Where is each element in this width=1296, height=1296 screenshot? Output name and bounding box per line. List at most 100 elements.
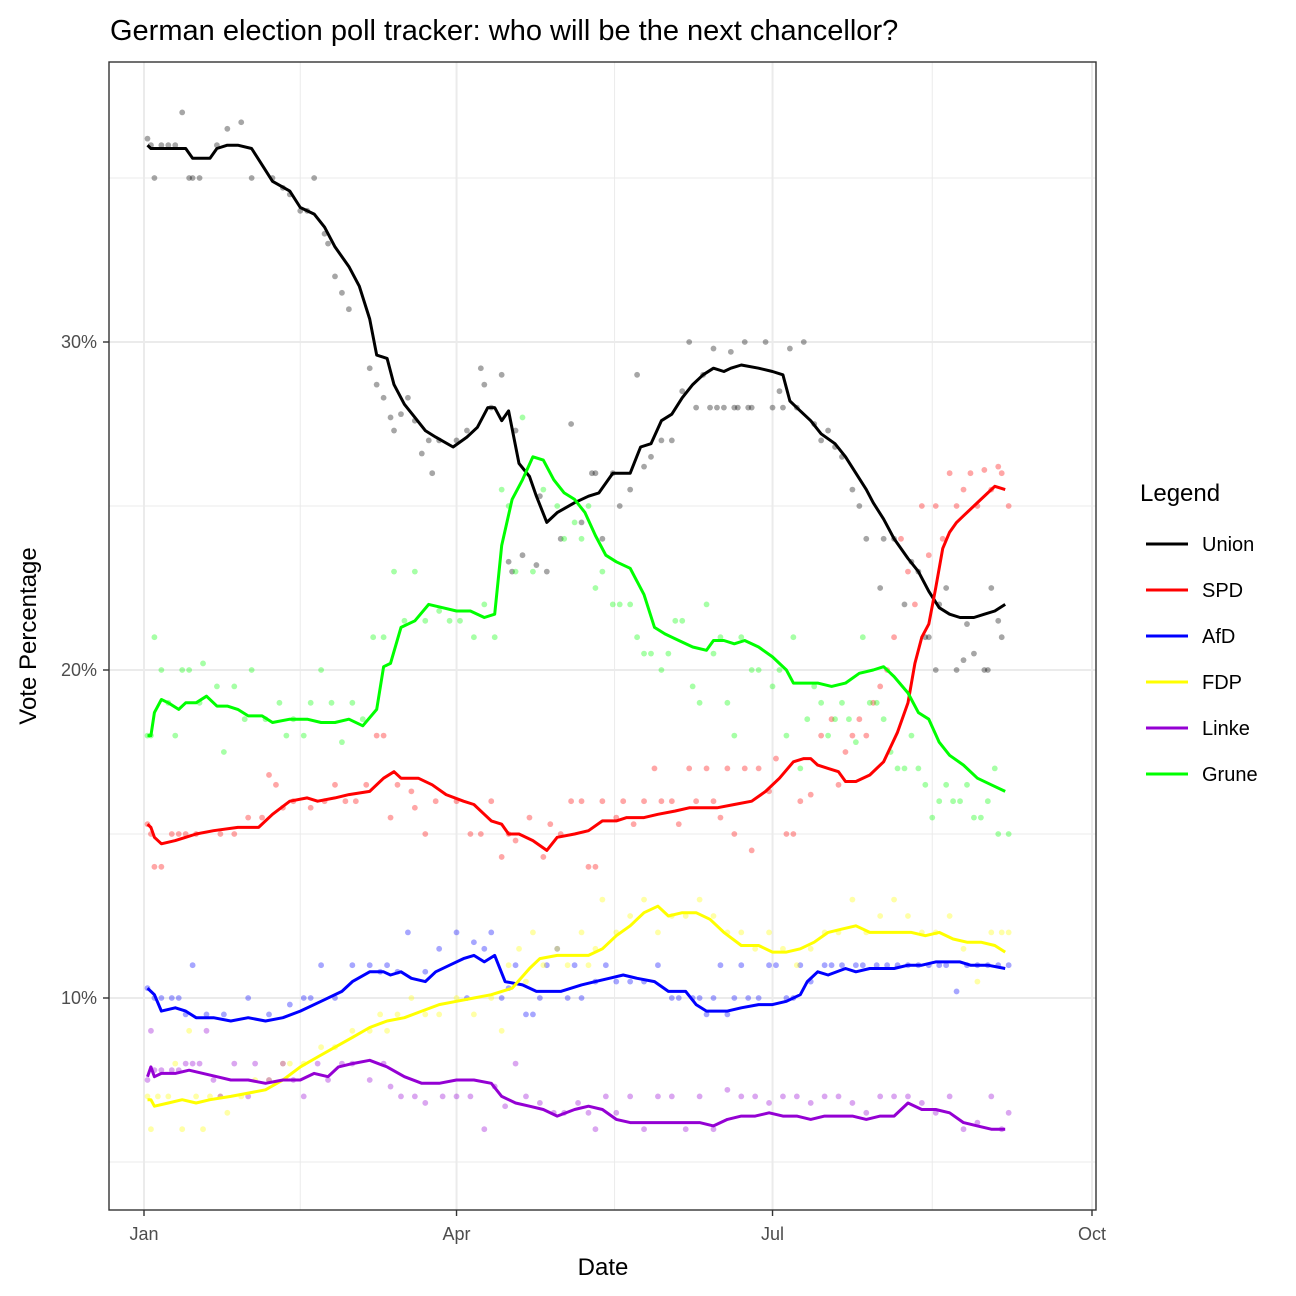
- linke-poll-point: [602, 1093, 609, 1100]
- fdp-poll-point: [505, 962, 512, 969]
- fdp-poll-point: [193, 1093, 199, 1100]
- union-poll-point: [165, 142, 172, 149]
- linke-poll-point: [314, 1060, 321, 1067]
- linke-poll-point: [793, 1093, 800, 1100]
- grune-poll-point: [995, 831, 1002, 837]
- spd-poll-point: [783, 831, 790, 837]
- grune-poll-point: [658, 667, 665, 673]
- fdp-poll-point: [710, 913, 717, 919]
- grune-poll-point: [391, 568, 397, 575]
- x-tick-label: Jan: [129, 1224, 158, 1244]
- linke-trend-line: [146, 1058, 1006, 1131]
- grune-poll-point: [220, 749, 227, 755]
- linke-poll-point: [655, 1093, 661, 1100]
- union-poll-point: [578, 519, 585, 526]
- union-poll-point: [391, 427, 397, 434]
- x-axis-title: Date: [578, 1254, 629, 1281]
- union-poll-point: [519, 552, 526, 559]
- spd-poll-point: [266, 772, 272, 778]
- fdp-poll-point: [186, 1027, 193, 1034]
- spd-poll-point: [797, 798, 804, 805]
- grune-poll-point: [717, 634, 724, 641]
- union-poll-point: [186, 175, 193, 181]
- spd-poll-point: [675, 821, 682, 828]
- linke-poll-point: [849, 1100, 856, 1106]
- spd-poll-point: [967, 470, 974, 477]
- afd-poll-point: [884, 962, 891, 969]
- spd-poll-point: [790, 831, 797, 837]
- linke-poll-point: [467, 1093, 474, 1100]
- linke-poll-point: [411, 1093, 418, 1100]
- grune-poll-point: [832, 716, 838, 723]
- fdp-poll-point: [946, 913, 953, 919]
- fdp-poll-point: [154, 1093, 161, 1100]
- legend-label-afd: AfD: [1202, 626, 1235, 648]
- union-poll-point: [557, 535, 564, 542]
- afd-poll-point: [859, 962, 866, 969]
- fdp-poll-point: [641, 896, 647, 903]
- union-poll-point: [769, 404, 776, 411]
- grune-poll-point: [964, 781, 970, 788]
- grune-poll-point: [880, 716, 887, 723]
- spd-poll-point: [939, 535, 946, 542]
- spd-poll-point: [835, 781, 842, 788]
- afd-poll-point: [366, 962, 373, 969]
- afd-poll-point: [675, 995, 682, 1001]
- spd-poll-point: [1005, 503, 1012, 509]
- afd-poll-point: [530, 1011, 536, 1018]
- spd-poll-point: [891, 634, 897, 641]
- fdp-poll-point: [408, 995, 415, 1001]
- spd-poll-point: [717, 814, 724, 821]
- union-poll-point: [786, 345, 793, 352]
- spd-poll-point: [925, 552, 932, 559]
- spd-poll-point: [856, 716, 863, 723]
- union-poll-point: [984, 667, 991, 673]
- grune-poll-point: [641, 650, 647, 657]
- union-trend-line: [146, 143, 1007, 619]
- linke-poll-point: [780, 1093, 786, 1100]
- union-poll-point: [800, 339, 807, 345]
- grune-poll-point: [158, 667, 165, 673]
- fdp-poll-point: [453, 995, 460, 1001]
- x-tick-label: Apr: [443, 1224, 471, 1244]
- grune-poll-point: [446, 617, 453, 624]
- grune-poll-point: [380, 634, 387, 641]
- union-poll-point: [616, 503, 623, 509]
- spd-poll-point: [912, 601, 918, 608]
- fdp-poll-point: [488, 995, 495, 1001]
- afd-poll-point: [578, 995, 585, 1001]
- fdp-poll-point: [780, 945, 786, 952]
- union-poll-point: [543, 568, 550, 575]
- afd-poll-point: [349, 962, 356, 969]
- grune-poll-point: [609, 601, 616, 608]
- grune-poll-point: [936, 798, 943, 805]
- linke-poll-point: [627, 1093, 634, 1100]
- linke-poll-point: [918, 1100, 925, 1106]
- spd-poll-point: [540, 854, 547, 860]
- fdp-poll-point: [470, 1011, 477, 1018]
- union-poll-point: [849, 486, 856, 493]
- linke-poll-point: [536, 1100, 543, 1106]
- linke-poll-point: [877, 1093, 884, 1100]
- chart-title: German election poll tracker: who will b…: [110, 15, 898, 47]
- afd-poll-point: [523, 1011, 529, 1018]
- union-poll-point: [780, 404, 786, 411]
- x-axis: Jan Apr Jul Oct: [129, 1210, 1106, 1244]
- grune-poll-point: [804, 716, 811, 723]
- union-poll-point: [196, 175, 203, 181]
- union-poll-point: [380, 394, 387, 401]
- afd-poll-point: [158, 995, 165, 1001]
- linke-poll-point: [245, 1093, 252, 1100]
- spd-poll-point: [755, 765, 762, 772]
- afd-trend-line: [146, 953, 1006, 1023]
- fdp-poll-point: [207, 1093, 213, 1100]
- linke-poll-point: [203, 1027, 210, 1034]
- spd-poll-point: [686, 765, 693, 772]
- union-poll-point: [248, 175, 255, 181]
- union-poll-point: [693, 404, 700, 411]
- grune-poll-point: [283, 732, 290, 739]
- fdp-poll-point: [377, 1011, 384, 1018]
- linke-poll-point: [641, 1126, 647, 1133]
- fdp-poll-point: [286, 1060, 293, 1067]
- union-poll-point: [988, 585, 995, 591]
